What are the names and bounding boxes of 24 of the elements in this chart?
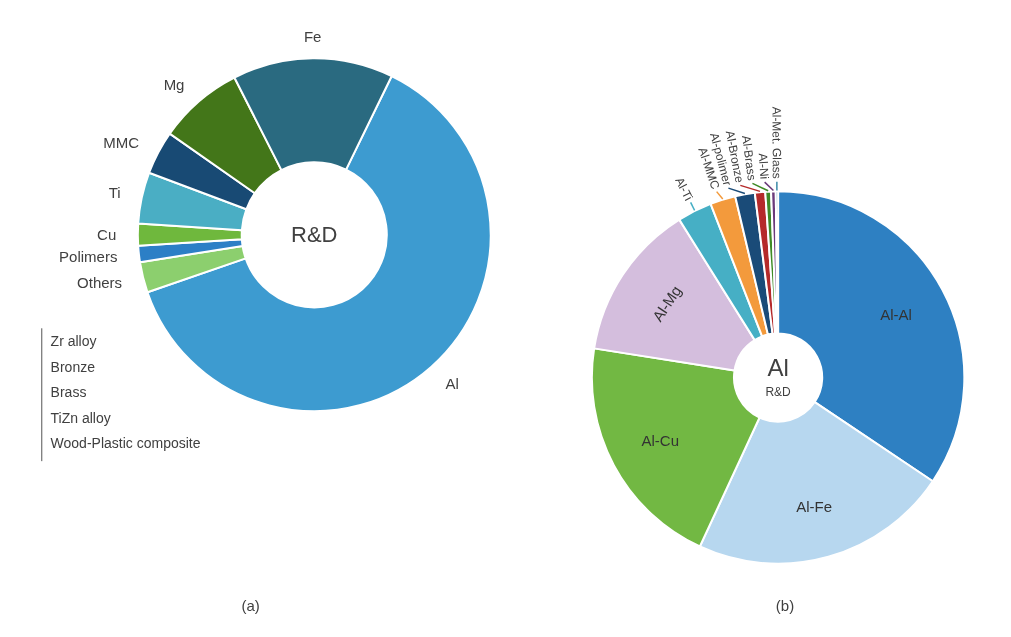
text: Zr alloy xyxy=(50,333,97,350)
text: R&D xyxy=(765,385,792,400)
slice-label: Al xyxy=(445,375,459,393)
text: (a) xyxy=(241,597,260,615)
slice-label: Al-Ti xyxy=(672,175,696,203)
text: Wood-Plastic composite xyxy=(50,435,201,452)
slice-label: Al-Al xyxy=(880,305,912,323)
slice-label: Al-Fe xyxy=(796,498,833,516)
slice-label: Al-Met. Glass xyxy=(769,106,784,179)
text: Brass xyxy=(50,384,87,401)
text: Al xyxy=(767,354,789,382)
slice-label: Ti xyxy=(108,184,121,202)
slice-label: Mg xyxy=(163,76,185,94)
text: R&D xyxy=(291,222,338,248)
text: Bronze xyxy=(50,358,96,375)
text: (b) xyxy=(775,597,795,615)
slice-label: MMC xyxy=(103,133,140,151)
text: TiZn alloy xyxy=(50,409,111,426)
slice-label: Al-Ni xyxy=(755,152,772,180)
slice-label: Cu xyxy=(97,226,117,244)
slice-label: Polimers xyxy=(59,247,118,265)
slice-label: Al-Cu xyxy=(641,432,679,450)
slice-label: Others xyxy=(77,274,123,292)
slice-label: Fe xyxy=(303,27,322,45)
